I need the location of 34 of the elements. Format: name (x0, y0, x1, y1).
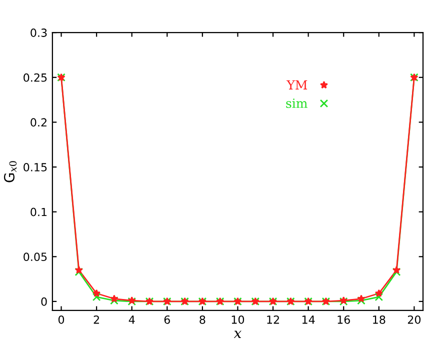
x-tick-label: 18 (373, 315, 386, 324)
point (92, 292, 101, 302)
y-tick-label: 0.25 (24, 73, 47, 82)
point (74, 268, 84, 276)
x-tick-label: 2 (94, 315, 99, 324)
y-tick-label: 0.05 (24, 252, 47, 262)
x-tick-label: 20 (408, 315, 421, 324)
x-tick-label: 14 (302, 316, 315, 324)
x-tick-label: 0 (58, 315, 64, 324)
y-tick-label: 0 (41, 297, 47, 306)
x-tick-label: 4 (128, 316, 135, 324)
point (74, 266, 83, 274)
y-tick-label: 0.15 (24, 162, 47, 172)
x-tick-label: 10 (232, 315, 244, 324)
x-tick-label: 16 (338, 315, 350, 324)
point (374, 289, 383, 297)
y-tick-label: 0.3 (30, 28, 47, 37)
y-tick-label: 0.2 (30, 118, 46, 127)
y-tick-label: 0.1 (30, 208, 47, 216)
legend-label: sim (286, 98, 308, 108)
y-axis-title: G$_{x0}$ (4, 161, 17, 182)
x-axis-title: x (234, 330, 242, 338)
x-tick-label: 12 (267, 315, 279, 324)
point (392, 266, 401, 274)
point (110, 296, 118, 305)
x-tick-label: 8 (200, 315, 206, 324)
x-tick-label: 6 (164, 315, 170, 324)
point (357, 296, 366, 305)
point (110, 294, 118, 302)
point (374, 292, 384, 302)
point (392, 268, 401, 276)
point (357, 294, 366, 302)
legend-label: YM (286, 80, 308, 90)
point (92, 289, 101, 297)
